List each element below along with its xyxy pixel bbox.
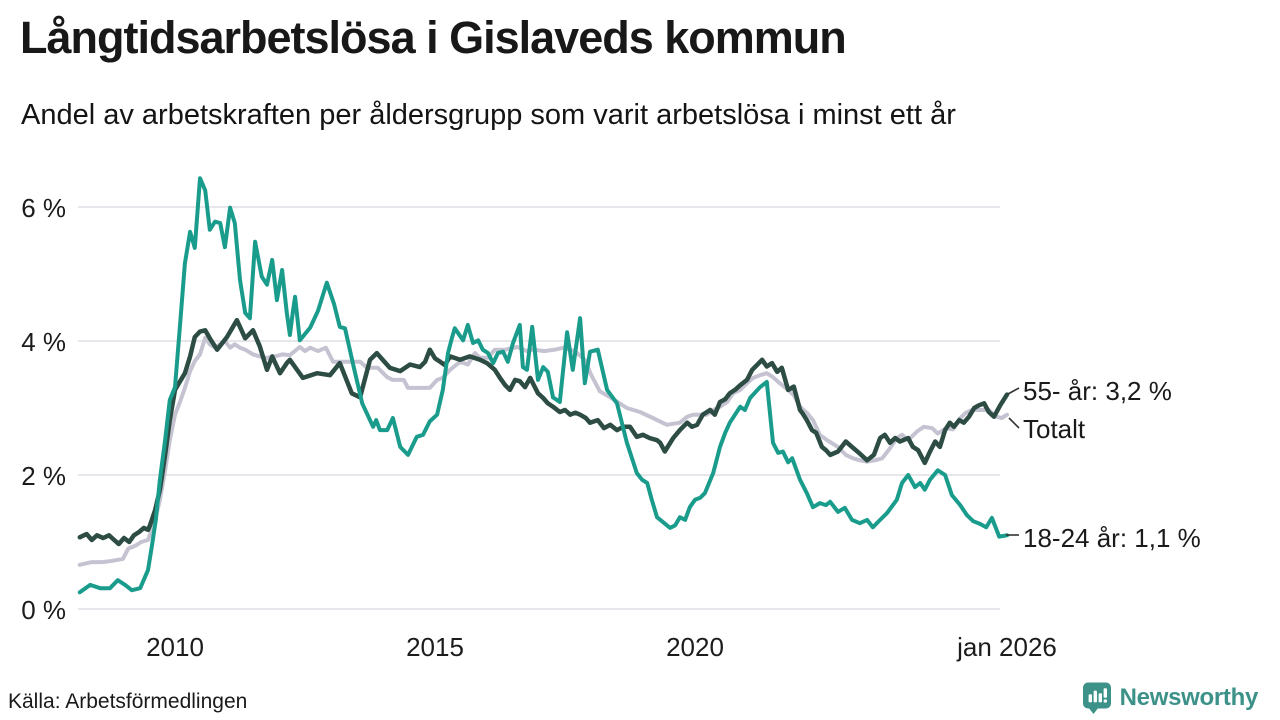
x-tick-label: 2020	[666, 632, 724, 662]
newsworthy-icon	[1082, 682, 1111, 714]
leader-total	[1008, 417, 1020, 429]
x-tick-label: 2015	[406, 632, 464, 662]
x-tick-label: jan 2026	[957, 632, 1057, 662]
series-lines	[77, 176, 1010, 595]
brand-logo: Newsworthy	[1081, 681, 1258, 715]
series-end-label-18-24: 18-24 år: 1,1 %	[1023, 523, 1201, 553]
x-tick-label: 2010	[146, 632, 204, 662]
y-tick-label: 6 %	[21, 193, 66, 223]
page-subtitle: Andel av arbetskraften per åldersgrupp s…	[21, 99, 956, 131]
series-line-55-r	[77, 317, 1010, 547]
leader-55	[1007, 387, 1020, 395]
y-tick-label: 4 %	[21, 327, 66, 357]
y-tick-label: 0 %	[21, 595, 66, 625]
series-end-label-totalt: Totalt	[1023, 414, 1086, 444]
page-title: Långtidsarbetslösa i Gislaveds kommun	[20, 12, 847, 63]
brand-wordmark: Newsworthy	[1119, 684, 1259, 711]
gridlines	[78, 206, 1000, 610]
y-tick-label: 2 %	[21, 461, 66, 491]
series-end-label-55: 55- år: 3,2 %	[1023, 376, 1172, 406]
source-note: Källa: Arbetsförmedlingen	[8, 690, 248, 713]
series-line-18-24-r	[77, 176, 1009, 595]
label-leader-lines	[1006, 387, 1020, 536]
